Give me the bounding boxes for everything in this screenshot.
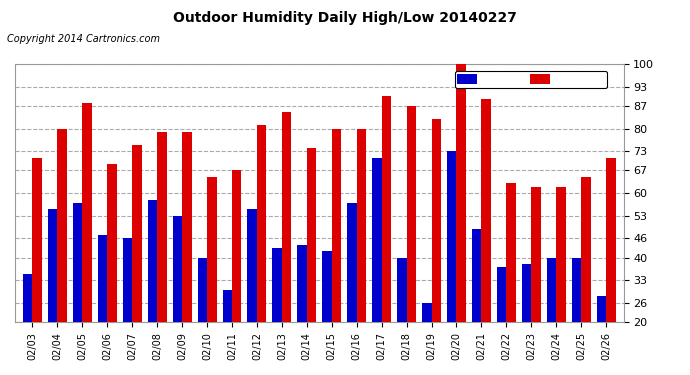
Bar (397, 258, 406, 322)
Bar (197, 258, 207, 322)
Bar (98, 235, 107, 322)
Bar (447, 151, 457, 322)
Bar (382, 96, 391, 322)
Bar (422, 303, 431, 322)
Bar (406, 106, 416, 322)
Bar (282, 112, 291, 322)
Legend: Low  (%), High  (%): Low (%), High (%) (455, 72, 607, 87)
Bar (332, 129, 342, 322)
Bar (307, 148, 316, 322)
Bar (457, 61, 466, 322)
Text: Copyright 2014 Cartronics.com: Copyright 2014 Cartronics.com (7, 34, 160, 44)
Bar (48, 209, 57, 322)
Bar (132, 145, 141, 322)
Bar (257, 125, 266, 322)
Bar (556, 187, 566, 322)
Bar (347, 203, 357, 322)
Bar (497, 267, 506, 322)
Bar (431, 119, 441, 322)
Bar (182, 132, 192, 322)
Bar (148, 200, 157, 322)
Bar (172, 216, 182, 322)
Bar (248, 209, 257, 322)
Bar (506, 183, 516, 322)
Bar (73, 203, 82, 322)
Bar (273, 248, 282, 322)
Bar (157, 132, 167, 322)
Bar (372, 158, 382, 322)
Bar (572, 258, 581, 322)
Bar (232, 171, 241, 322)
Bar (23, 274, 32, 322)
Bar (482, 99, 491, 322)
Bar (107, 164, 117, 322)
Bar (222, 290, 232, 322)
Bar (546, 258, 556, 322)
Bar (322, 251, 332, 322)
Bar (522, 264, 531, 322)
Bar (581, 177, 591, 322)
Bar (82, 103, 92, 322)
Bar (606, 158, 615, 322)
Bar (207, 177, 217, 322)
Bar (357, 129, 366, 322)
Bar (123, 238, 132, 322)
Bar (531, 187, 541, 322)
Text: Outdoor Humidity Daily High/Low 20140227: Outdoor Humidity Daily High/Low 20140227 (173, 11, 517, 25)
Bar (57, 129, 67, 322)
Bar (597, 296, 606, 322)
Bar (472, 229, 482, 322)
Bar (32, 158, 42, 322)
Bar (297, 245, 307, 322)
